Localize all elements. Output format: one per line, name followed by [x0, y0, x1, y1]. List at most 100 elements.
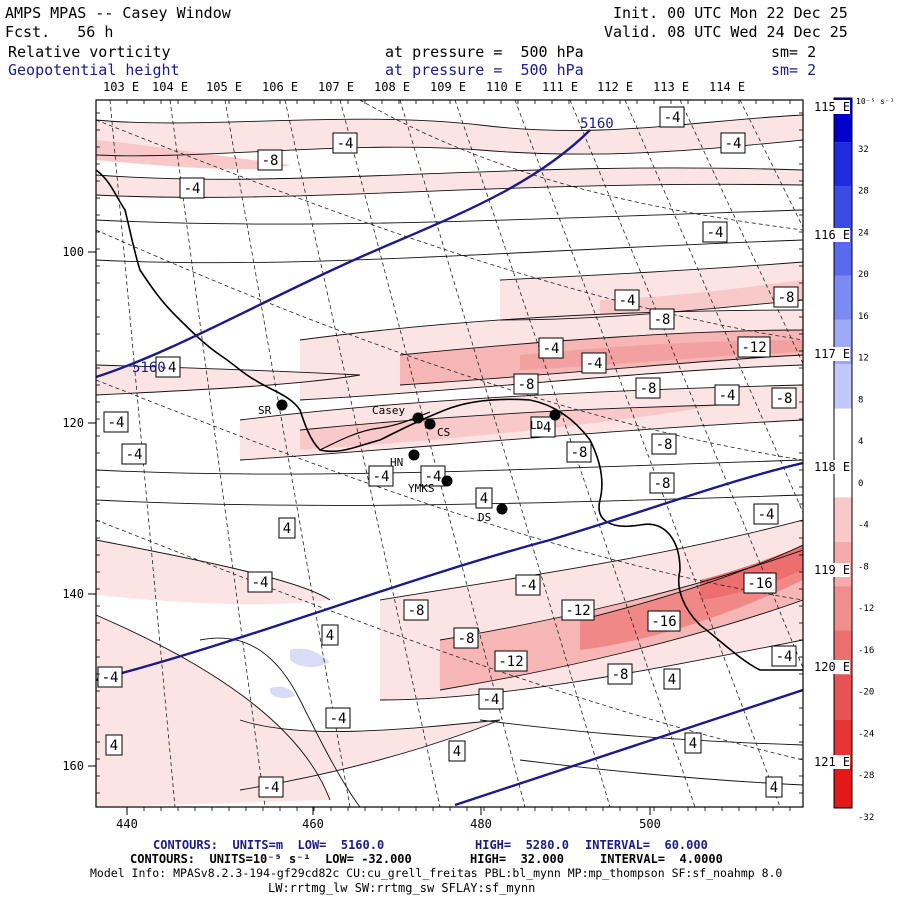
colorbar-tick-label: 24 [858, 228, 869, 238]
height-contour-interval: INTERVAL= 60.000 [585, 838, 708, 852]
svg-text:YMKS: YMKS [408, 482, 435, 495]
top-lon-label: 104 E [152, 80, 189, 94]
top-lon-label: 112 E [597, 80, 634, 94]
axis-ticks: 440 460 480 500 100 120 140 160 [62, 100, 803, 831]
svg-text:4: 4 [326, 628, 334, 644]
height-contour-high: HIGH= 5280.0 [475, 838, 569, 852]
contour-value-label: -4 [530, 416, 556, 438]
svg-text:-4: -4 [102, 670, 119, 686]
svg-text:-16: -16 [651, 614, 676, 630]
model-info-line1: Model Info: MPASv8.2.3-194-gf29cd82c CU:… [90, 866, 783, 880]
contour-value-label: -8 [649, 472, 675, 494]
svg-text:-12: -12 [565, 603, 590, 619]
svg-text:-4: -4 [535, 420, 552, 436]
contour-value-label: -4 [720, 132, 746, 154]
field1-level: at pressure = 500 hPa [385, 43, 584, 61]
contour-value-label: -4 [420, 465, 446, 487]
svg-text:-4: -4 [664, 110, 681, 126]
contour-value-label: -4 [702, 221, 728, 243]
contour-value-label: -4 [659, 106, 685, 128]
station-cs: CS [424, 418, 450, 439]
svg-text:-12: -12 [498, 654, 523, 670]
contour-value-label: -4 [753, 503, 779, 525]
svg-text:-4: -4 [108, 415, 125, 431]
colorbar-tick-label: -32 [858, 813, 874, 823]
contour-value-label: -4 [581, 352, 607, 374]
top-lon-label: 107 E [318, 80, 355, 94]
right-lon-label: 117 E [814, 347, 851, 361]
contour-value-label: -4 [247, 571, 273, 593]
y-tick-label: 100 [62, 245, 84, 259]
svg-text:-4: -4 [707, 225, 724, 241]
svg-text:-4: -4 [330, 711, 347, 727]
contour-value-label: -12 [737, 336, 771, 358]
contour-value-label: -8 [403, 599, 429, 621]
x-tick-label: 480 [470, 817, 492, 831]
vorticity-contour-info: CONTOURS: UNITS=10⁻⁵ s⁻¹ LOW= -32.000 [130, 852, 412, 866]
top-lon-label: 109 E [430, 80, 467, 94]
contour-value-label: -8 [651, 433, 677, 455]
top-lon-label: 114 E [709, 80, 746, 94]
contour-value-label: -16 [743, 572, 777, 594]
plot-title: AMPS MPAS -- Casey Window [5, 4, 231, 22]
contour-value-label: -8 [566, 441, 592, 463]
svg-text:-4: -4 [184, 181, 201, 197]
svg-text:-4: -4 [160, 360, 177, 376]
svg-text:-4: -4 [520, 578, 537, 594]
svg-text:-8: -8 [654, 476, 671, 492]
colorbar-tick-label: 12 [858, 354, 869, 364]
svg-text:-12: -12 [741, 340, 766, 356]
contour-value-label: 4 [321, 624, 339, 646]
svg-text:-4: -4 [758, 507, 775, 523]
station-hn: HN [390, 449, 420, 469]
svg-text:10⁻⁵ s⁻¹: 10⁻⁵ s⁻¹ [856, 97, 895, 106]
right-lon-label: 121 E [814, 755, 851, 769]
svg-text:-8: -8 [518, 377, 535, 393]
svg-text:-4: -4 [337, 136, 354, 152]
svg-text:-4: -4 [776, 649, 793, 665]
contour-value-label: -8 [649, 308, 675, 330]
svg-text:-16: -16 [747, 576, 772, 592]
colorbar-tick-label: 20 [858, 270, 869, 280]
colorbar-tick-label: 32 [858, 145, 869, 155]
contour-value-label: -12 [494, 650, 528, 672]
contour-value-label: -16 [647, 610, 681, 632]
contour-value-label: 4 [684, 732, 702, 754]
colorbar-tick-label: -16 [858, 646, 874, 656]
svg-text:-4: -4 [425, 469, 442, 485]
svg-text:-4: -4 [373, 469, 390, 485]
contour-labels: -4-4-4-8-4-4-4 -8-8-4 -12-4-8 -8-4-4 -8-4 -4-… [97, 106, 799, 798]
svg-text:-8: -8 [458, 631, 475, 647]
svg-text:-4: -4 [263, 780, 280, 796]
station-markers: SR Casey CS LD HN YMKS DS [258, 399, 561, 524]
colorbar: 10⁻⁵ s⁻¹ 32 28 24 20 16 12 8 4 0 -4 -8 -12 -16 -20 -24 -… [833, 97, 895, 823]
svg-text:Casey: Casey [372, 404, 405, 417]
contour-value-label: 4 [105, 734, 123, 756]
right-lon-label: 119 E [814, 563, 851, 577]
svg-text:-8: -8 [640, 381, 657, 397]
x-tick-label: 500 [639, 817, 661, 831]
station-ds: DS [478, 503, 508, 524]
svg-text:-8: -8 [776, 391, 793, 407]
contour-value-label: 4 [475, 487, 493, 509]
contour-value-label: -8 [773, 286, 799, 308]
contour-value-label: -4 [515, 574, 541, 596]
contour-value-label: 4 [765, 776, 783, 798]
right-lon-label: 116 E [814, 228, 851, 242]
y-tick-label: 120 [62, 416, 84, 430]
field2-level: at pressure = 500 hPa [385, 61, 584, 79]
svg-text:-8: -8 [654, 312, 671, 328]
svg-text:4: 4 [110, 738, 118, 754]
svg-text:-8: -8 [656, 437, 673, 453]
svg-text:-4: -4 [252, 575, 269, 591]
colorbar-tick-label: 16 [858, 312, 869, 322]
colorbar-tick-label: -28 [858, 771, 874, 781]
right-lon-label: 115 E [814, 100, 851, 114]
vorticity-contour-high: HIGH= 32.000 [470, 852, 564, 866]
forecast-hour: Fcst. 56 h [5, 23, 114, 41]
station-casey: Casey [372, 404, 424, 424]
svg-text:-4: -4 [483, 692, 500, 708]
svg-text:-4: -4 [126, 447, 143, 463]
contour-value-label: -8 [453, 627, 479, 649]
svg-text:-4: -4 [586, 356, 603, 372]
